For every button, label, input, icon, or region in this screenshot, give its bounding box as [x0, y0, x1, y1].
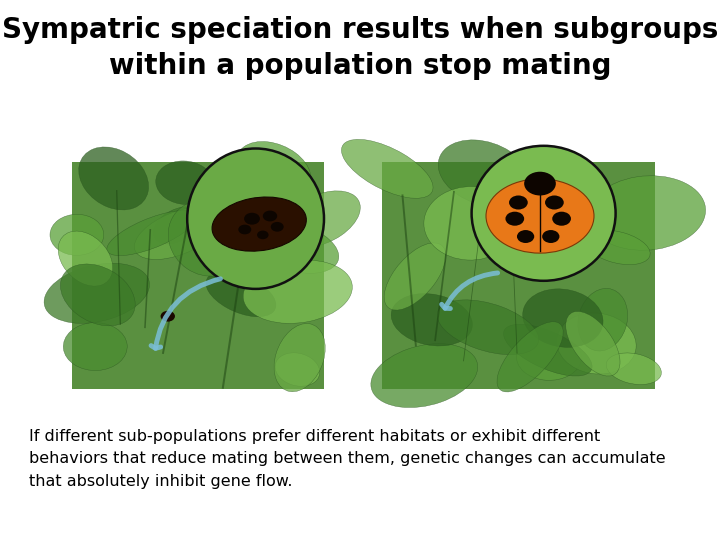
Ellipse shape: [50, 214, 104, 255]
Text: Sympatric speciation results when subgroups
within a population stop mating: Sympatric speciation results when subgro…: [2, 16, 718, 80]
Ellipse shape: [212, 197, 306, 251]
Ellipse shape: [585, 230, 650, 265]
Ellipse shape: [153, 207, 201, 244]
Ellipse shape: [156, 161, 214, 205]
Ellipse shape: [274, 323, 325, 392]
Ellipse shape: [588, 176, 706, 250]
Ellipse shape: [107, 211, 196, 255]
Ellipse shape: [486, 179, 594, 253]
Circle shape: [238, 225, 251, 234]
Ellipse shape: [557, 313, 636, 374]
Ellipse shape: [282, 191, 360, 247]
Ellipse shape: [606, 353, 662, 384]
Circle shape: [161, 311, 175, 322]
Ellipse shape: [371, 343, 477, 408]
Ellipse shape: [237, 141, 311, 197]
Ellipse shape: [384, 243, 446, 310]
Ellipse shape: [516, 334, 582, 380]
Ellipse shape: [60, 264, 135, 326]
Ellipse shape: [391, 294, 472, 346]
Bar: [382, 162, 655, 389]
Ellipse shape: [135, 207, 221, 260]
Circle shape: [524, 172, 556, 195]
Circle shape: [509, 195, 528, 210]
Ellipse shape: [187, 148, 324, 289]
Ellipse shape: [497, 322, 563, 392]
Circle shape: [271, 222, 284, 232]
Bar: [72, 162, 324, 389]
Circle shape: [505, 212, 524, 226]
Circle shape: [545, 195, 564, 210]
Ellipse shape: [578, 288, 628, 351]
Ellipse shape: [510, 260, 526, 268]
Ellipse shape: [566, 312, 620, 376]
Ellipse shape: [472, 146, 616, 281]
Ellipse shape: [554, 193, 608, 234]
Ellipse shape: [523, 289, 603, 347]
Ellipse shape: [437, 300, 539, 355]
Ellipse shape: [63, 322, 127, 370]
Circle shape: [552, 212, 571, 226]
Ellipse shape: [58, 231, 113, 286]
Ellipse shape: [438, 140, 530, 206]
Ellipse shape: [424, 187, 517, 260]
Ellipse shape: [275, 353, 320, 386]
Circle shape: [542, 230, 559, 243]
Ellipse shape: [341, 139, 433, 198]
Text: If different sub-populations prefer different habitats or exhibit different
beha: If different sub-populations prefer diff…: [29, 429, 665, 489]
Ellipse shape: [44, 264, 150, 323]
Ellipse shape: [78, 147, 148, 210]
Circle shape: [263, 211, 277, 221]
Ellipse shape: [251, 221, 339, 273]
Ellipse shape: [243, 260, 352, 323]
Ellipse shape: [206, 272, 276, 316]
Circle shape: [244, 213, 260, 225]
Circle shape: [257, 231, 269, 239]
Ellipse shape: [503, 324, 592, 376]
Circle shape: [517, 230, 534, 243]
Ellipse shape: [168, 200, 246, 276]
